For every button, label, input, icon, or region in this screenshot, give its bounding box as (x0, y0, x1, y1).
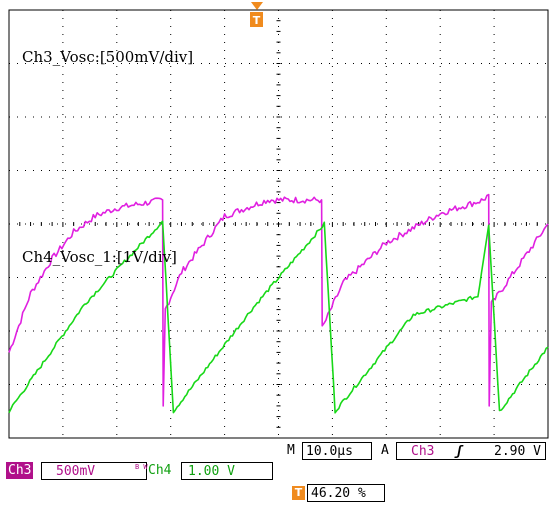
ch3-tag-label: Ch3 (8, 463, 32, 478)
timebase-prefix: M (287, 443, 295, 458)
trigger-position-readout[interactable]: 46.20 % (307, 484, 385, 502)
ch3-scale-readout[interactable]: 500mV B W (41, 462, 148, 480)
ch3-waveform (8, 193, 549, 407)
trigger-icon: T (253, 14, 261, 27)
trigger-position-glyph: T (294, 486, 303, 499)
ch4-scale-value: 1.00 V (188, 464, 235, 479)
trigger-prefix: A (381, 443, 389, 458)
trigger-source: Ch3 (411, 444, 435, 459)
ch3-label: Ch3_Vosc:[500mV/div] (22, 48, 193, 66)
trigger-position-icon: T (292, 486, 305, 500)
timebase-readout[interactable]: 10.0µs (302, 442, 372, 460)
graticule (8, 9, 549, 439)
ch4-tag[interactable]: Ch4 (148, 463, 172, 478)
timebase-value: 10.0µs (306, 444, 353, 459)
ch4-scale-readout[interactable]: 1.00 V (181, 462, 273, 480)
ch3-scale-value: 500mV (56, 464, 96, 479)
rising-edge-icon: ʃ (455, 444, 463, 459)
trigger-position-marker[interactable]: T (250, 2, 263, 27)
bandwidth-limit-icon: B W (135, 463, 148, 471)
ch4-waveform (8, 220, 549, 414)
trigger-readout[interactable]: Ch3 ʃ 2.90 V (396, 442, 546, 460)
ch3-tag[interactable]: Ch3 (6, 462, 34, 479)
trigger-position-value: 46.20 % (311, 486, 366, 501)
trigger-level: 2.90 V (494, 444, 541, 459)
ch4-label: Ch4_Vosc_1:[1V/div] (22, 248, 177, 266)
